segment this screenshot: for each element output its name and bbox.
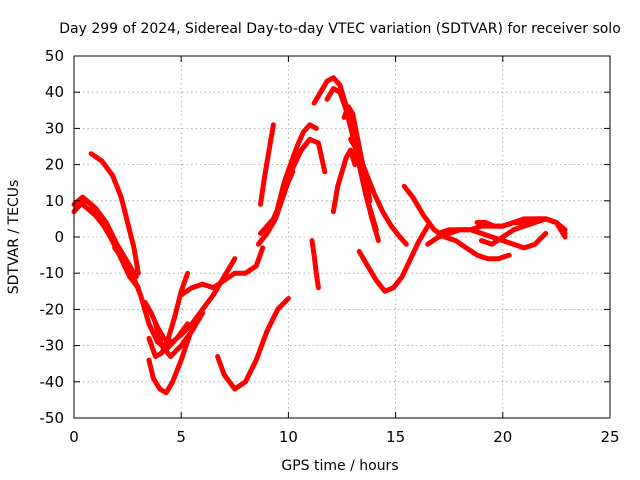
x-axis-label: GPS time / hours <box>281 458 398 474</box>
y-tick-label: 10 <box>45 192 64 210</box>
series-track-19 <box>330 147 358 215</box>
x-tick-label: 5 <box>176 428 186 446</box>
series-track-20 <box>341 104 373 204</box>
series-track-15 <box>275 122 319 211</box>
ticks <box>73 55 611 419</box>
y-tick-label: -40 <box>40 373 65 391</box>
series-track-21 <box>348 136 409 247</box>
series-track-11 <box>215 296 291 392</box>
series-track-27 <box>474 216 568 236</box>
chart-title: Day 299 of 2024, Sidereal Day-to-day VTE… <box>59 21 621 37</box>
series-track-13 <box>258 169 296 236</box>
y-tick-label: -50 <box>40 409 65 427</box>
series-track-10 <box>178 245 266 298</box>
series-track-9 <box>153 310 206 359</box>
y-tick-label: 20 <box>45 156 64 174</box>
y-tick-label: -20 <box>40 300 65 318</box>
series-track-4 <box>88 151 141 276</box>
series-track-5 <box>112 245 191 352</box>
grid <box>74 56 610 418</box>
y-tick-label: -30 <box>40 337 65 355</box>
series-track-24 <box>425 227 549 251</box>
series-track-16 <box>309 238 321 291</box>
series-track-14 <box>258 122 276 207</box>
series-track-23 <box>401 183 512 262</box>
series-track-12 <box>255 136 328 247</box>
x-tick-label: 25 <box>600 428 619 446</box>
x-tick-label: 10 <box>279 428 298 446</box>
series-track-3 <box>75 198 133 276</box>
x-tick-labels: 0 5 10 15 20 25 <box>69 428 619 446</box>
series-track-8 <box>146 332 193 396</box>
x-tick-label: 15 <box>386 428 405 446</box>
series-track-22 <box>356 223 431 294</box>
series-layer <box>71 75 568 396</box>
y-tick-label: 30 <box>45 119 64 137</box>
y-tick-label: 50 <box>45 47 64 65</box>
series-track-18 <box>324 86 379 233</box>
y-tick-labels: -50 -40 -30 -20 -10 0 10 20 30 40 50 <box>40 47 65 427</box>
y-axis-label: SDTVAR / TECUs <box>6 180 22 295</box>
x-tick-label: 0 <box>69 428 79 446</box>
series-track-7 <box>146 270 191 359</box>
y-tick-label: 0 <box>54 228 64 246</box>
x-tick-label: 20 <box>493 428 512 446</box>
y-tick-label: 40 <box>45 83 64 101</box>
y-tick-label: -10 <box>40 264 65 282</box>
